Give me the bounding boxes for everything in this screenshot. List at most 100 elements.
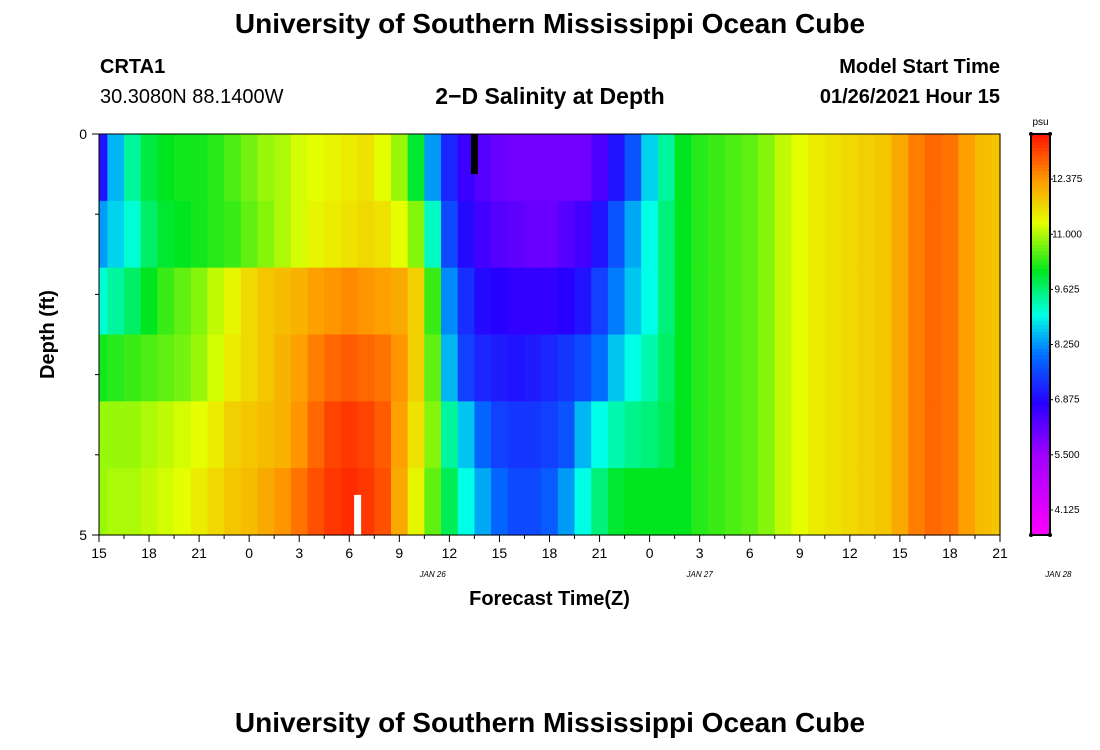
heatmap-cell (290, 401, 309, 469)
heatmap-cell (791, 468, 809, 536)
heatmap-cell (474, 401, 492, 469)
colorbar-band (1031, 508, 1050, 513)
colorbar-band (1031, 234, 1050, 239)
heatmap-cell (257, 267, 275, 336)
colorbar-band (1031, 134, 1050, 138)
colorbar-band (1031, 471, 1050, 476)
colorbar-band (1031, 478, 1050, 483)
heatmap-cell (924, 267, 943, 336)
heatmap-cell (507, 267, 526, 336)
colorbar-band (1031, 204, 1050, 209)
heatmap-cell (624, 267, 642, 336)
heatmap-cell (157, 267, 175, 336)
heatmap-cell (99, 267, 108, 336)
heatmap-cell (307, 267, 325, 336)
colorbar-tick-label: 8.250 (1054, 340, 1079, 351)
heatmap-cell (407, 468, 425, 536)
colorbar-band (1031, 371, 1050, 376)
heatmap-cell (958, 334, 976, 402)
heatmap-cell (140, 134, 158, 202)
heatmap-cell (641, 401, 659, 469)
heatmap-cell (124, 200, 142, 269)
heatmap-cell (324, 267, 342, 336)
heatmap-cell (207, 334, 225, 402)
colorbar-corner (1029, 132, 1033, 136)
heatmap-cell (824, 134, 843, 202)
heatmap-cell (357, 468, 375, 536)
colorbar-band (1031, 150, 1050, 155)
x-tick-label: 3 (696, 545, 704, 561)
heatmap-cell (858, 200, 876, 269)
colorbar-band (1031, 428, 1050, 433)
heatmap-cell (607, 267, 626, 336)
heatmap-cell (441, 334, 459, 402)
colorbar-band (1031, 408, 1050, 412)
heatmap-cell (374, 401, 392, 469)
colorbar-band (1031, 291, 1050, 295)
heatmap-cell (524, 334, 542, 402)
colorbar-tick-label: 9.625 (1054, 284, 1079, 295)
colorbar-band (1031, 210, 1050, 215)
heatmap-cell (741, 134, 759, 202)
colorbar-band (1031, 164, 1050, 169)
colorbar-band (1031, 414, 1050, 419)
heatmap-cell (374, 200, 392, 269)
heatmap-cell (741, 200, 759, 269)
heatmap-cell (190, 134, 209, 202)
heatmap-cell (791, 200, 809, 269)
colorbar-band (1031, 334, 1050, 339)
colorbar-band (1031, 434, 1050, 439)
colorbar-band (1031, 468, 1050, 473)
heatmap-cell (424, 468, 442, 536)
time-marker (470, 134, 478, 175)
heatmap-cell (841, 134, 859, 202)
heatmap-cell (407, 334, 425, 402)
heatmap-cell (941, 134, 959, 202)
heatmap-cell (390, 334, 409, 402)
heatmap-cell (808, 200, 826, 269)
heatmap-cell (624, 200, 642, 269)
heatmap-cell (357, 200, 375, 269)
model-start-value: 01/26/2021 Hour 15 (819, 86, 1000, 108)
heatmap-cell (958, 468, 976, 536)
heatmap-cell (824, 200, 843, 269)
heatmap-cell (641, 134, 659, 202)
heatmap-cell (891, 334, 909, 402)
heatmap-cell (207, 267, 225, 336)
heatmap-cell (958, 401, 976, 469)
heatmap-cell (340, 401, 359, 469)
heatmap-cell (691, 334, 709, 402)
colorbar-band (1031, 160, 1050, 165)
heatmap-cell (774, 334, 793, 402)
heatmap-cell (224, 334, 242, 402)
colorbar-band (1031, 227, 1050, 232)
heatmap-cell (941, 334, 959, 402)
heatmap-cell (808, 134, 826, 202)
heatmap-cell (874, 401, 893, 469)
y-tick-label: 5 (79, 527, 87, 543)
heatmap-cell (758, 468, 776, 536)
heatmap-cell (340, 468, 359, 536)
heatmap-cell (924, 334, 943, 402)
heatmap-cell (991, 468, 1001, 536)
heatmap-cell (257, 401, 275, 469)
heatmap-cell (941, 468, 959, 536)
heatmap-cell (657, 267, 676, 336)
heatmap-cell (190, 468, 209, 536)
heatmap-cell (124, 267, 142, 336)
heatmap-cell (541, 134, 559, 202)
heatmap-cell (691, 134, 709, 202)
heatmap-cell (207, 134, 225, 202)
heatmap-cell (324, 334, 342, 402)
page-title: University of Southern Mississippi Ocean… (234, 8, 866, 39)
x-tick-label: 18 (942, 545, 958, 561)
x-tick-label: 15 (892, 545, 908, 561)
heatmap-cell (741, 468, 759, 536)
colorbar-band (1031, 237, 1050, 242)
heatmap-cell (457, 468, 476, 536)
heatmap-cell (708, 134, 726, 202)
heatmap-cell (390, 200, 409, 269)
heatmap-cell (274, 200, 292, 269)
colorbar-band (1031, 481, 1050, 486)
colorbar-band (1031, 257, 1050, 262)
